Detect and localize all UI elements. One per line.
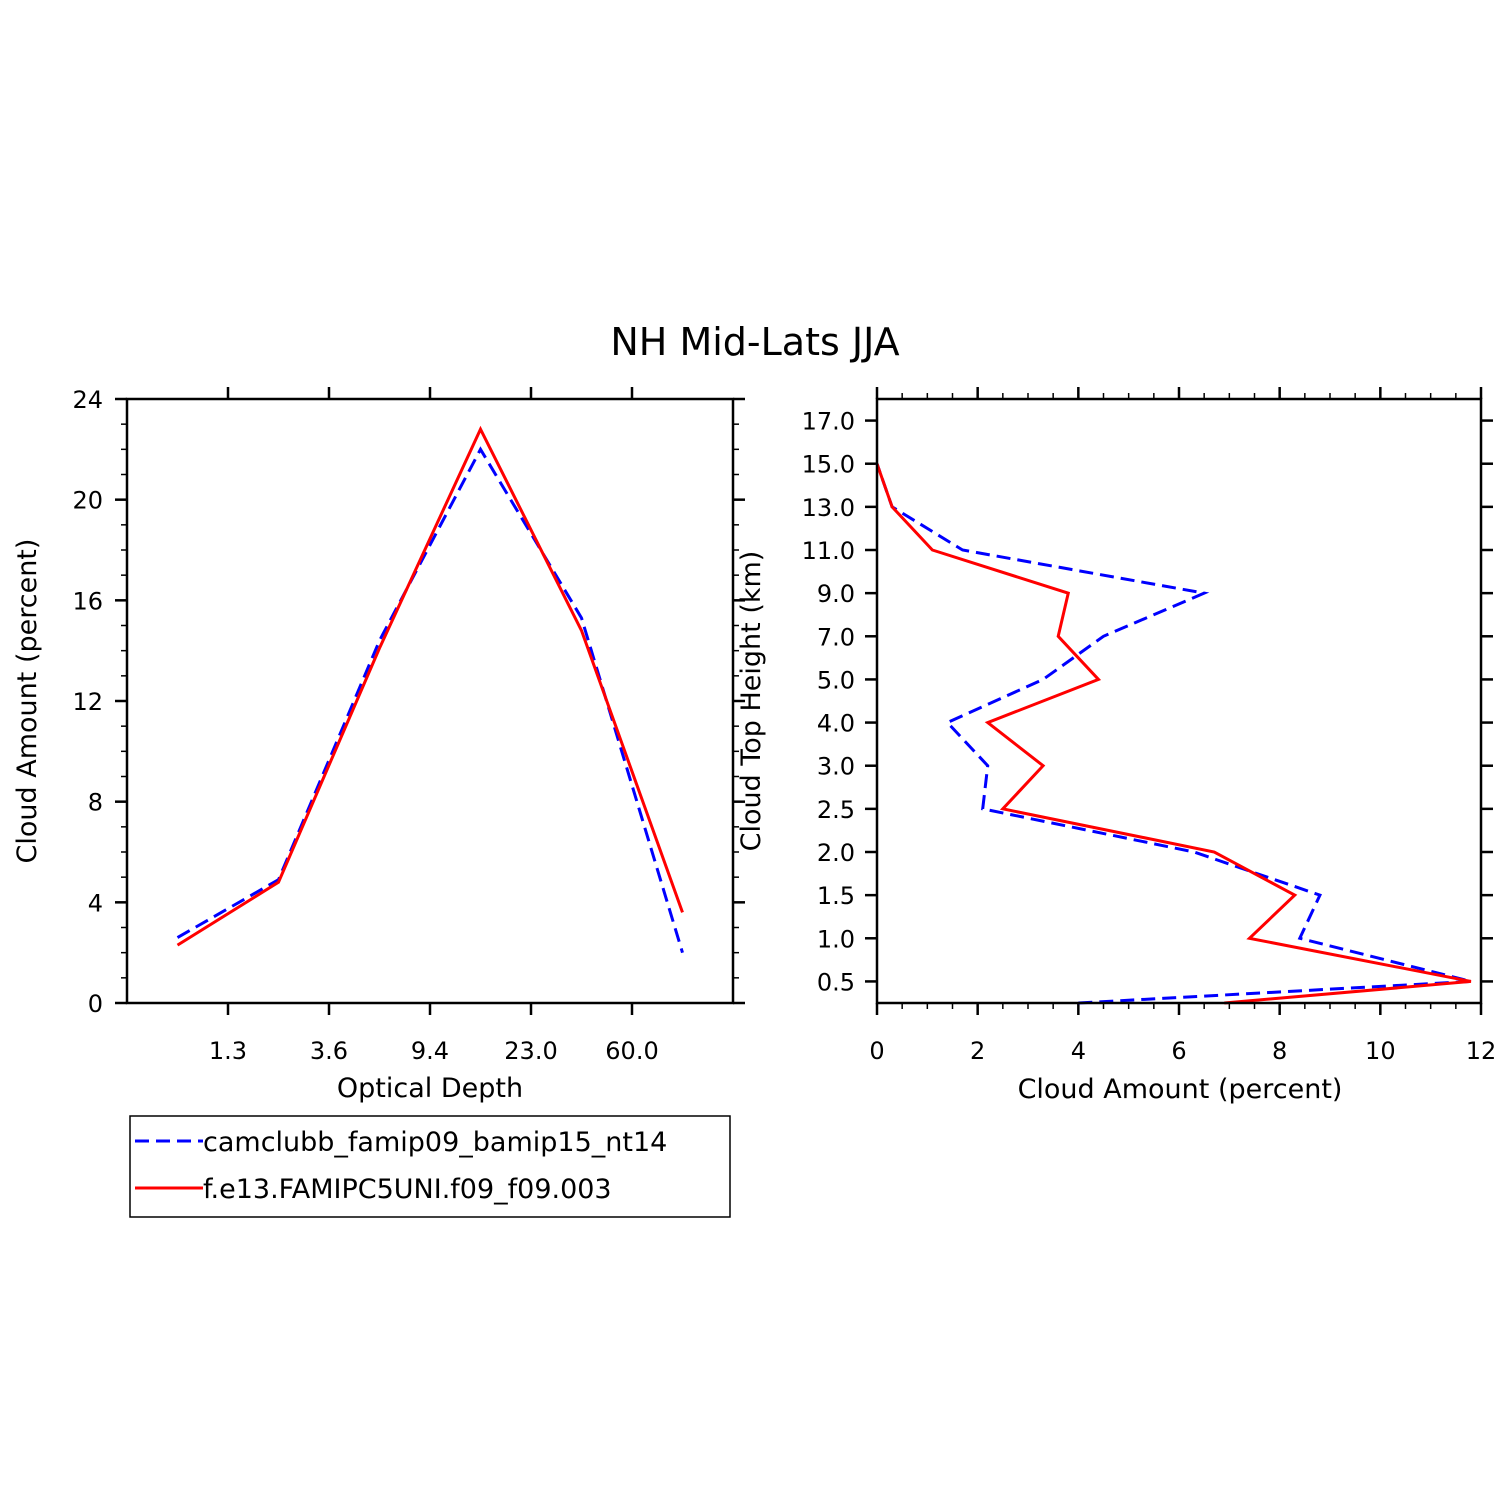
right-x-tick-label: 6 [1171, 1037, 1186, 1065]
left-series-line-2 [176, 425, 684, 947]
right-y-axis-label: Cloud Top Height (km) [736, 551, 767, 852]
right-y-tick-label: 11.0 [802, 537, 855, 565]
right-y-tick-label: 13.0 [802, 494, 855, 522]
right-y-tick-label: 4.0 [817, 710, 855, 738]
right-y-tick-label: 2.5 [817, 796, 855, 824]
right-y-tick-label: 3.0 [817, 753, 855, 781]
right-series-line-1 [875, 463, 1472, 1005]
legend-box [129, 1115, 731, 1218]
left-x-tick-label: 3.6 [310, 1037, 348, 1065]
left-y-tick-label: 24 [72, 386, 103, 414]
left-plot-frame [125, 397, 735, 1005]
right-x-tick-label: 0 [869, 1037, 884, 1065]
left-y-tick-label: 16 [72, 587, 103, 615]
right-x-tick-label: 8 [1272, 1037, 1287, 1065]
left-y-tick-label: 4 [88, 889, 103, 917]
right-y-tick-label: 1.5 [817, 882, 855, 910]
right-y-tick-label: 2.0 [817, 839, 855, 867]
left-x-tick-label: 9.4 [411, 1037, 449, 1065]
left-y-tick-label: 0 [88, 990, 103, 1018]
right-y-tick-label: 1.0 [817, 925, 855, 953]
left-x-tick-label: 60.0 [605, 1037, 658, 1065]
left-y-tick-label: 8 [88, 789, 103, 817]
right-x-tick-label: 4 [1071, 1037, 1086, 1065]
left-x-tick-label: 23.0 [504, 1037, 557, 1065]
right-y-tick-label: 5.0 [817, 666, 855, 694]
right-y-tick-label: 7.0 [817, 623, 855, 651]
left-y-axis-label: Cloud Amount (percent) [12, 539, 43, 864]
right-series-line-2 [875, 463, 1472, 1005]
chart-title: NH Mid-Lats JJA [610, 320, 899, 364]
right-y-tick-label: 9.0 [817, 580, 855, 608]
left-x-tick-label: 1.3 [209, 1037, 247, 1065]
optical-depth-panel: 0 4 8 12 16 20 24 1.3 3.6 9.4 23.0 60.0 Optical Dep… [12, 386, 745, 1104]
right-x-tick-label: 10 [1365, 1037, 1396, 1065]
right-plot-frame [875, 397, 1483, 1005]
right-y-tick-label: 0.5 [817, 968, 855, 996]
legend: camclubb_famip09_bamip15_nt14 f.e13.FAMI… [129, 1115, 731, 1218]
right-x-tick-label: 12 [1466, 1037, 1497, 1065]
legend-label-series-1: camclubb_famip09_bamip15_nt14 [203, 1127, 667, 1158]
right-x-tick-label: 2 [970, 1037, 985, 1065]
right-y-tick-label: 17.0 [802, 408, 855, 436]
left-x-axis-label: Optical Depth [337, 1073, 523, 1104]
right-x-axis-label: Cloud Amount (percent) [1018, 1074, 1343, 1105]
cloud-top-height-panel: 0 2 4 6 8 10 12 0.5 1.0 1.5 2.0 2.5 3.0 4.0 5.0 7.0 9.0 1… [736, 387, 1496, 1105]
legend-label-series-2: f.e13.FAMIPC5UNI.f09_f09.003 [203, 1174, 612, 1205]
right-y-tick-label: 15.0 [802, 451, 855, 479]
left-y-tick-label: 20 [72, 487, 103, 515]
left-y-tick-label: 12 [72, 688, 103, 716]
